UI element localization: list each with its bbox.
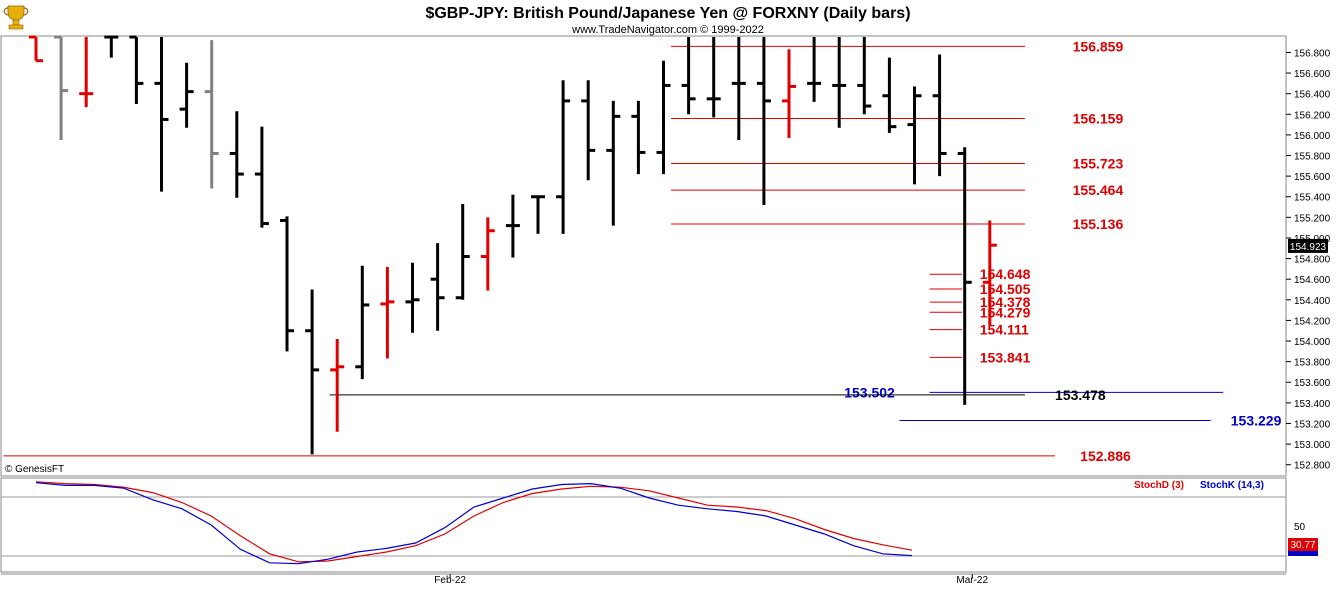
level-label: 156.859 <box>1073 38 1124 54</box>
level-label: 154.111 <box>980 322 1029 338</box>
y-tick-label: 155.400 <box>1294 193 1331 204</box>
level-lines: 156.859 156.159 155.723 155.464 155.136 154.6… <box>3 38 1282 464</box>
ohlc-bar <box>731 37 746 141</box>
last-price-value: 154.923 <box>1290 242 1327 253</box>
y-tick-label: 154.800 <box>1294 255 1331 266</box>
ohlc-bar <box>480 217 495 291</box>
ohlc-bar <box>280 216 294 352</box>
y-tick-label: 155.200 <box>1294 213 1331 224</box>
y-tick-label: 153.200 <box>1294 419 1331 430</box>
ohlc-bar <box>631 100 646 175</box>
y-tick-label: 156.200 <box>1294 110 1331 121</box>
ohlc-bar <box>154 37 169 192</box>
ohlc-bar <box>656 60 671 175</box>
watermark: © GenesisFT <box>5 464 64 475</box>
ohlc-bar <box>556 80 571 234</box>
ohlc-bar <box>305 289 320 455</box>
y-tick-label: 153.800 <box>1294 358 1331 369</box>
level-label: 155.723 <box>1073 155 1124 171</box>
ohlc-bar <box>706 37 721 118</box>
level-label: 153.478 <box>1055 387 1106 403</box>
ohlc-bar <box>330 338 345 432</box>
level-label: 152.886 <box>1080 448 1131 464</box>
y-tick-label: 155.800 <box>1294 152 1331 163</box>
ohlc-bar <box>229 111 244 198</box>
ohlc-bar <box>79 37 94 108</box>
y-tick-label: 154.200 <box>1294 316 1331 327</box>
ohlc-bar <box>857 37 872 115</box>
level-label: 154.505 <box>980 281 1031 297</box>
ohlc-bar <box>581 80 596 181</box>
y-tick-label: 154.400 <box>1294 296 1331 307</box>
stochd-legend: StochD (3) <box>1134 480 1184 491</box>
x-label-feb: Feb-22 <box>434 575 466 586</box>
ohlc-bar <box>505 194 520 258</box>
y-tick-label: 156.800 <box>1294 48 1331 59</box>
level-label: 155.136 <box>1073 216 1124 232</box>
y-tick-label: 156.600 <box>1294 69 1331 80</box>
y-tick-label: 154.000 <box>1294 337 1331 348</box>
level-label: 153.229 <box>1231 412 1282 428</box>
y-tick-label: 154.600 <box>1294 275 1331 286</box>
level-label: 154.648 <box>980 266 1031 282</box>
stoch-plot-frame <box>0 477 1287 573</box>
chart-title: $GBP-JPY: British Pound/Japanese Yen @ F… <box>425 5 910 22</box>
ohlc-bar <box>29 35 43 63</box>
ohlc-bar <box>355 265 370 380</box>
ohlc-bar <box>430 243 445 331</box>
ohlc-bar <box>832 37 847 128</box>
level-label: 154.279 <box>980 304 1031 320</box>
ohlc-bar <box>380 266 395 359</box>
y-tick-label: 153.600 <box>1294 378 1331 389</box>
y-tick-label: 153.000 <box>1294 440 1331 451</box>
stoch-series-line <box>35 481 913 563</box>
ohlc-bar <box>681 37 696 115</box>
ohlc-bar <box>531 195 545 234</box>
ohlc-bar <box>606 100 621 226</box>
ohlc-bar <box>405 262 420 333</box>
ohlc-bar <box>882 57 897 133</box>
chart-subtitle: www.TradeNavigator.com © 1999-2022 <box>571 24 764 36</box>
y-tick-label: 152.800 <box>1294 461 1331 472</box>
ohlc-bar <box>756 37 771 205</box>
x-label-mar: Mar-22 <box>956 575 988 586</box>
ohlc-bar <box>807 37 822 102</box>
stoch-series-line <box>35 482 913 565</box>
ohlc-bar <box>932 54 947 177</box>
ohlc-bar <box>455 203 470 300</box>
ohlc-bar <box>129 35 144 104</box>
stoch-last-value: 30.77 <box>1290 540 1315 551</box>
x-axis: Feb-22 Mar-22 <box>1 573 1286 586</box>
ohlc-bar <box>782 49 796 138</box>
y-tick-label: 155.600 <box>1294 172 1331 183</box>
ohlc-bar <box>179 62 194 128</box>
ohlc-bar <box>104 35 119 58</box>
ohlc-bar <box>254 126 269 228</box>
y-tick-label: 156.400 <box>1294 90 1331 101</box>
last-price-tag: 154.923 <box>1288 238 1328 253</box>
level-label: 156.159 <box>1073 111 1124 127</box>
ohlc-bar <box>204 40 219 189</box>
level-label: 153.502 <box>844 384 895 400</box>
stochk-legend: StochK (14,3) <box>1200 480 1264 491</box>
y-tick-label: 153.400 <box>1294 399 1331 410</box>
price-bars <box>29 35 997 455</box>
ohlc-bar <box>957 147 972 405</box>
price-axis: 156.800 156.600 156.400 156.200 156.000 155.8… <box>1286 48 1331 472</box>
stochastic-panel: StochD (3) StochK (14,3) 50 30.77 <box>0 477 1318 573</box>
price-panel: 156.800 156.600 156.400 156.200 156.000 155.8… <box>0 35 1331 477</box>
stoch-tick-50: 50 <box>1294 522 1306 533</box>
ohlc-bar <box>54 35 69 141</box>
trophy-icon <box>3 5 29 30</box>
stoch-lines <box>35 481 913 565</box>
level-label: 155.464 <box>1073 182 1124 198</box>
stoch-last-tag: 30.77 <box>1288 538 1318 556</box>
level-label: 153.841 <box>980 349 1031 365</box>
level-label: 154.378 <box>980 294 1031 310</box>
y-tick-label: 156.000 <box>1294 131 1331 142</box>
ohlc-bar <box>907 86 922 185</box>
ohlc-bar <box>982 220 997 326</box>
price-plot-frame <box>0 35 1287 477</box>
